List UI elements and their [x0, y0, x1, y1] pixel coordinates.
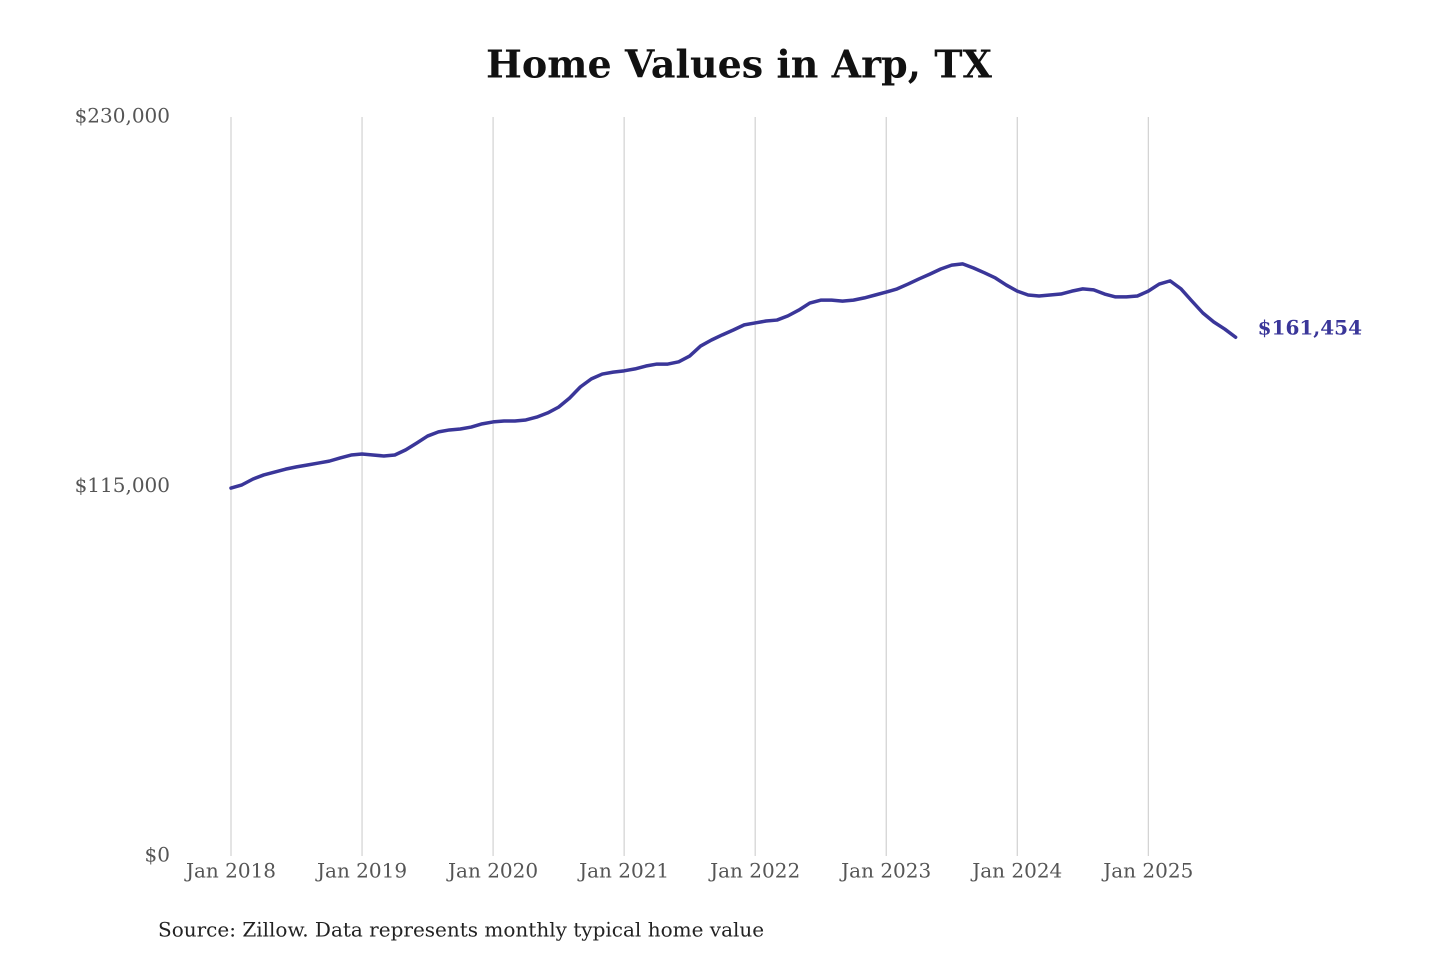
y-tick-label: $115,000	[75, 473, 170, 497]
x-tick-label: Jan 2019	[315, 859, 407, 883]
y-tick-label: $230,000	[75, 104, 170, 128]
data-line	[229, 262, 1238, 490]
y-tick-label: $0	[145, 843, 170, 867]
x-tick-label: Jan 2025	[1101, 859, 1193, 883]
x-tick-label: Jan 2021	[577, 859, 669, 883]
end-value-label: $161,454	[1258, 316, 1362, 340]
source-note: Source: Zillow. Data represents monthly …	[158, 918, 764, 942]
x-tick-label: Jan 2020	[446, 859, 538, 883]
x-tick-label: Jan 2022	[708, 859, 800, 883]
chart-title: Home Values in Arp, TX	[486, 42, 992, 87]
x-tick-label: Jan 2024	[970, 859, 1062, 883]
x-tick-label: Jan 2018	[184, 859, 276, 883]
x-tick-label: Jan 2023	[839, 859, 931, 883]
